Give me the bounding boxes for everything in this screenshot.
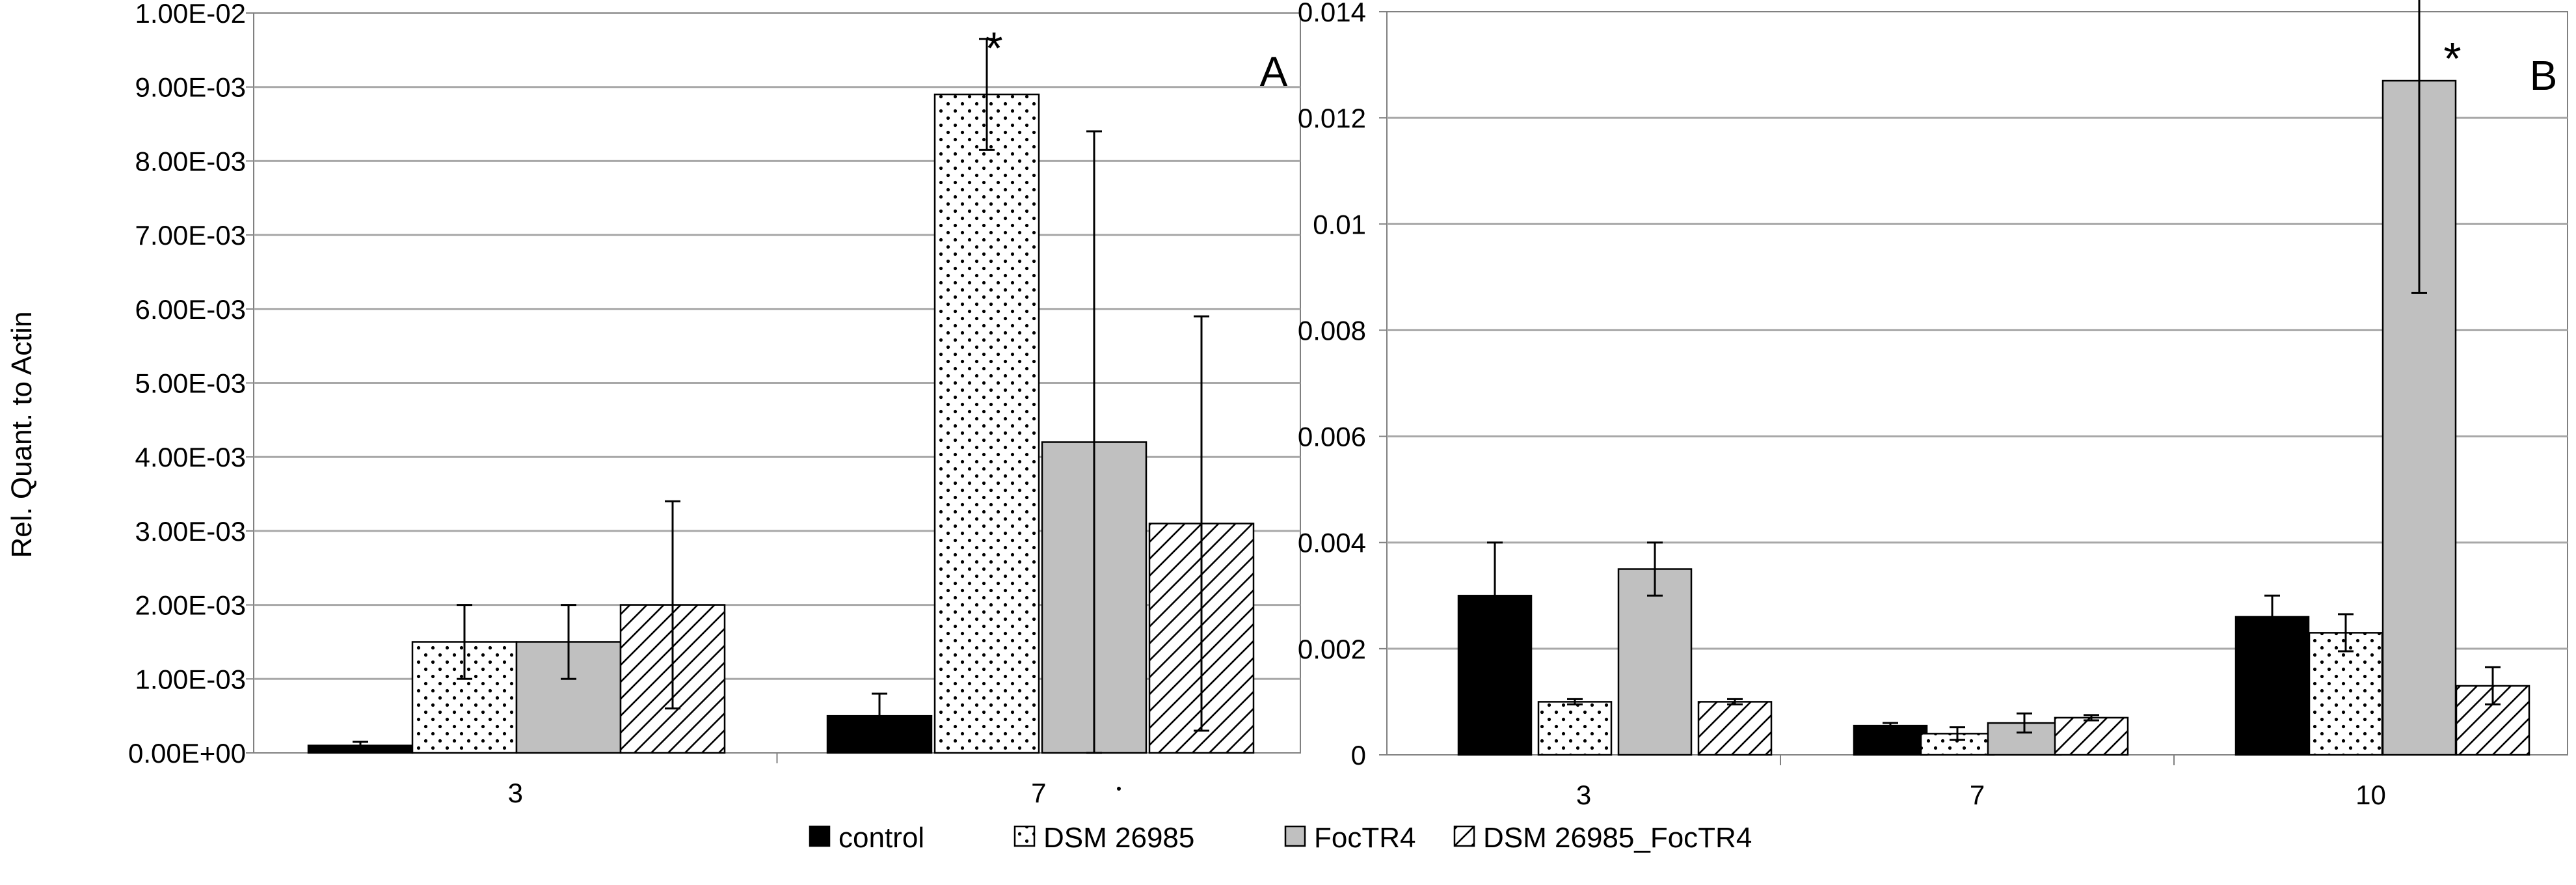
legend-swatch: [1013, 825, 1036, 847]
y-tick-label: 2.00E-03: [135, 590, 246, 621]
legend-label: DSM 26985: [1043, 822, 1194, 854]
chart-panel-b: 0 0.002 0.004 0.006 0.008 0.01 0.012 0.014 3 7 10 *…: [1298, 0, 2568, 810]
significance-marker: *: [2443, 33, 2461, 84]
y-axis-label-a: Rel. Quant. to Actin: [6, 311, 38, 558]
stray-dot: [1117, 787, 1121, 791]
bar: [933, 93, 1040, 754]
chart-panel-a: 0.00E+00 1.00E-03 2.00E-03 3.00E-03 4.00E-03…: [128, 0, 1301, 808]
panel-label-a: A: [1260, 48, 1288, 95]
panel-label-b: B: [2530, 52, 2558, 99]
y-tick-label: 0.014: [1298, 0, 1366, 27]
x-tick-label: 3: [1576, 780, 1591, 810]
bar: [2234, 616, 2310, 756]
y-tick-label: 1.00E-02: [135, 0, 246, 29]
y-tick-label: 7.00E-03: [135, 220, 246, 251]
legend-swatch: [1284, 825, 1306, 847]
y-tick-label: 3.00E-03: [135, 516, 246, 547]
y-tick-label: 8.00E-03: [135, 146, 246, 176]
y-tick-label: 0.008: [1298, 315, 1366, 346]
y-tick-label: 0.01: [1313, 209, 1366, 239]
y-tick-label: 0.00E+00: [128, 738, 246, 769]
legend-label: FocTR4: [1314, 822, 1415, 854]
legend: control DSM 26985 FocTR4 DSM 26985_FocTR4: [809, 822, 1752, 854]
y-tick-label: 0: [1351, 740, 1366, 770]
y-tick-label: 6.00E-03: [135, 294, 246, 325]
x-tick-label: 7: [1031, 778, 1046, 808]
x-tick-label: 10: [2355, 780, 2386, 810]
bar: [1537, 701, 1613, 756]
bar: [1617, 568, 1693, 756]
y-tick-label: 5.00E-03: [135, 368, 246, 399]
bar: [2054, 716, 2129, 756]
legend-swatch: [1453, 825, 1475, 847]
y-tick-label: 4.00E-03: [135, 442, 246, 472]
y-tick-label: 0.004: [1298, 528, 1366, 558]
y-tick-label: 0.006: [1298, 422, 1366, 452]
y-tick-label: 0.002: [1298, 634, 1366, 664]
bar: [1697, 701, 1773, 756]
bar: [1853, 724, 1928, 756]
x-tick-label: 3: [508, 778, 523, 808]
legend-label: DSM 26985_FocTR4: [1483, 822, 1752, 854]
y-tick-label: 0.012: [1298, 103, 1366, 133]
y-tick-label: 1.00E-03: [135, 664, 246, 694]
legend-label: control: [839, 822, 924, 854]
y-tick-label: 9.00E-03: [135, 72, 246, 103]
significance-marker: *: [985, 23, 1002, 74]
x-tick-label: 7: [1970, 780, 1985, 810]
bar: [1457, 595, 1533, 756]
legend-swatch: [809, 825, 831, 847]
